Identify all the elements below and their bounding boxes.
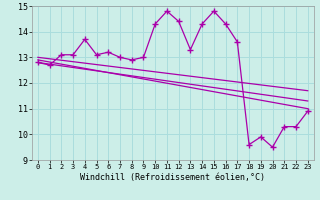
X-axis label: Windchill (Refroidissement éolien,°C): Windchill (Refroidissement éolien,°C) bbox=[80, 173, 265, 182]
